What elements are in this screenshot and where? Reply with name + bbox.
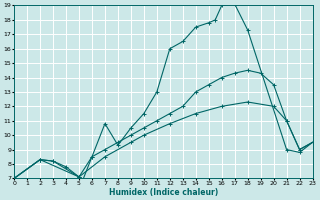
X-axis label: Humidex (Indice chaleur): Humidex (Indice chaleur): [109, 188, 218, 197]
